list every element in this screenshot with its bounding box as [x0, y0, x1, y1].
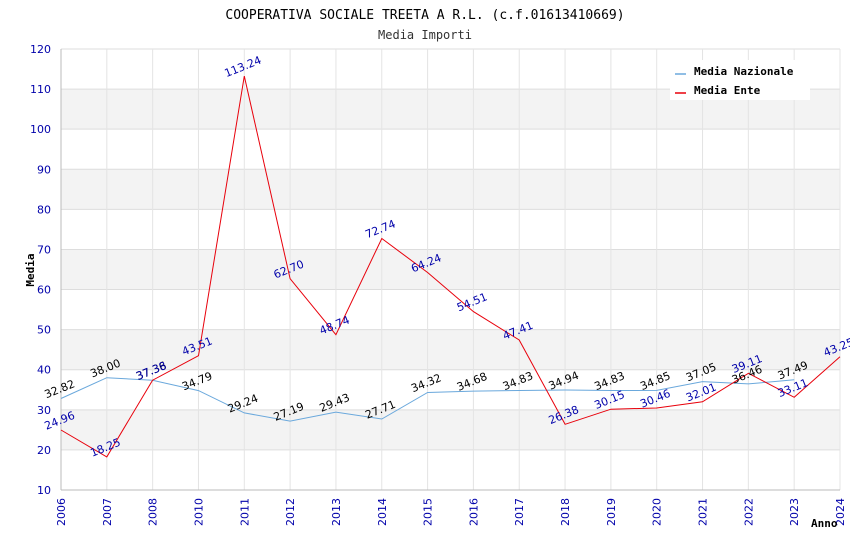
legend-label-media-nazionale: Media Nazionale [694, 65, 794, 78]
data-label: 72.74 [363, 217, 397, 241]
x-tick-label: 2021 [697, 498, 710, 526]
data-label: 34.79 [180, 369, 214, 393]
x-tick-label: 2010 [192, 498, 205, 526]
grid-band [61, 329, 840, 370]
legend: Media Nazionale Media Ente [670, 60, 810, 100]
x-tick-label: 2016 [467, 498, 480, 526]
x-tick-label: 2014 [376, 498, 389, 526]
x-tick-label: 2019 [605, 498, 618, 526]
y-tick-label: 80 [37, 203, 51, 216]
x-tick-label: 2022 [742, 498, 755, 526]
y-tick-label: 70 [37, 243, 51, 256]
legend-box [670, 60, 810, 100]
x-tick-label: 2015 [422, 498, 435, 526]
data-label: 34.68 [455, 370, 489, 394]
series-line-media-nazionale [60, 377, 795, 422]
x-tick-label: 2006 [55, 498, 68, 526]
x-axis-label: Anno [811, 517, 838, 530]
grid-band [61, 249, 840, 290]
y-tick-label: 60 [37, 284, 51, 297]
y-tick-label: 110 [30, 83, 51, 96]
series-line-media-ente [60, 75, 841, 458]
data-label: 34.83 [501, 369, 535, 393]
x-tick-label: 2017 [513, 498, 526, 526]
x-tick-label: 2008 [147, 498, 160, 526]
grid-band [61, 169, 840, 210]
y-tick-label: 100 [30, 123, 51, 136]
series-lines [60, 75, 841, 458]
x-tick-label: 2020 [651, 498, 664, 526]
x-tick-label: 2023 [788, 498, 801, 526]
chart-subtitle: Media Importi [378, 28, 472, 42]
data-label: 34.94 [547, 369, 581, 393]
x-tick-label: 2007 [101, 498, 114, 526]
grid-bands [61, 89, 840, 450]
x-tick-label: 2012 [284, 498, 297, 526]
data-label: 32.82 [43, 377, 77, 401]
x-tick-labels: 2006 2007 2008 2010 2011 2012 2013 2014 2015 2016… [55, 498, 847, 526]
grid-band [61, 409, 840, 450]
y-tick-label: 20 [37, 444, 51, 457]
x-tick-label: 2013 [330, 498, 343, 526]
y-axis-label: Media [24, 253, 37, 286]
y-tick-label: 30 [37, 404, 51, 417]
y-tick-label: 50 [37, 324, 51, 337]
data-label: 113.24 [223, 54, 264, 80]
y-tick-label: 120 [30, 43, 51, 56]
legend-label-media-ente: Media Ente [694, 84, 761, 97]
x-tick-label: 2018 [559, 498, 572, 526]
y-tick-label: 90 [37, 163, 51, 176]
y-tick-labels: 10 20 30 40 50 60 70 80 90 100 110 120 [30, 43, 51, 497]
axes [60, 49, 840, 491]
x-tick-label: 2011 [238, 498, 251, 526]
y-tick-label: 10 [37, 484, 51, 497]
chart-title: COOPERATIVA SOCIALE TREETA A R.L. (c.f.0… [225, 8, 624, 23]
x-tick-label: 2024 [834, 498, 847, 526]
data-label: 34.32 [409, 371, 443, 395]
y-tick-label: 40 [37, 364, 51, 377]
